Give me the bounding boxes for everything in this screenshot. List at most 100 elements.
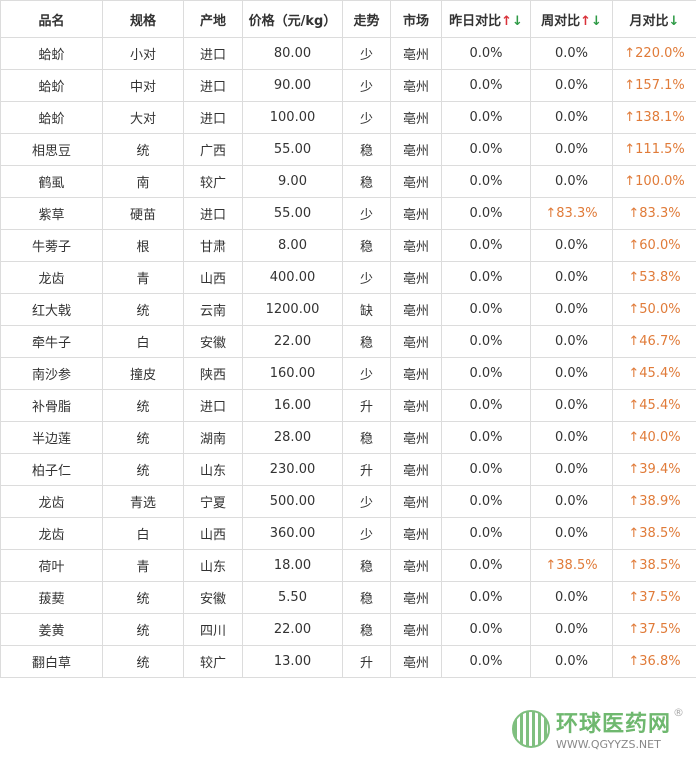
cell-month: ↑100.0% — [612, 165, 696, 198]
table-row: 龙齿白山西 360.00 少亳州 0.0% 0.0% ↑38.5% — [0, 517, 696, 550]
cell-week: 0.0% — [530, 261, 613, 294]
cell-month: ↑138.1% — [612, 101, 696, 134]
cell-month: ↑50.0% — [612, 293, 696, 326]
cell-trend: 稳 — [342, 325, 391, 358]
cell-trend: 少 — [342, 69, 391, 102]
cell-day: 0.0% — [441, 293, 531, 326]
arrow-down-icon: ↓ — [668, 13, 680, 29]
cell-market: 亳州 — [390, 101, 442, 134]
table-row: 紫草 硬苗 进口 55.00 少亳州 0.0% ↑83.3% ↑83.3% — [0, 197, 696, 230]
cell-day: 0.0% — [441, 453, 531, 486]
cell-trend: 少 — [342, 485, 391, 518]
cell-name: 牵牛子 — [0, 325, 103, 358]
cell-month: ↑38.9% — [612, 485, 696, 518]
header-day[interactable]: 昨日对比↑↓ — [441, 0, 531, 38]
cell-day: 0.0% — [441, 549, 531, 582]
cell-spec: 统 — [102, 389, 184, 422]
header-origin: 产地 — [183, 0, 243, 38]
cell-day: 0.0% — [441, 197, 531, 230]
cell-trend: 升 — [342, 453, 391, 486]
cell-price: 100.00 — [242, 101, 343, 134]
cell-day: 0.0% — [441, 101, 531, 134]
table-row: 红大戟统云南 1200.00 缺亳州 0.0% 0.0% ↑50.0% — [0, 293, 696, 326]
cell-month: ↑45.4% — [612, 389, 696, 422]
cell-market: 亳州 — [390, 645, 442, 678]
watermark-cn: 环球医药网 — [555, 712, 671, 737]
cell-week: ↑83.3% — [530, 197, 613, 230]
cell-name: 相思豆 — [0, 133, 103, 166]
cell-trend: 稳 — [342, 581, 391, 614]
header-market: 市场 — [390, 0, 442, 38]
cell-market: 亳州 — [390, 197, 442, 230]
cell-day: 0.0% — [441, 581, 531, 614]
cell-price: 18.00 — [242, 549, 343, 582]
cell-name: 补骨脂 — [0, 389, 103, 422]
table-row: 牛蒡子根甘肃 8.00 稳亳州 0.0% 0.0% ↑60.0% — [0, 229, 696, 262]
cell-price: 13.00 — [242, 645, 343, 678]
cell-month: ↑38.5% — [612, 549, 696, 582]
header-spec: 规格 — [102, 0, 184, 38]
cell-day: 0.0% — [441, 485, 531, 518]
cell-trend: 稳 — [342, 165, 391, 198]
cell-spec: 统 — [102, 293, 184, 326]
cell-price: 22.00 — [242, 325, 343, 358]
cell-week: 0.0% — [530, 389, 613, 422]
cell-price: 28.00 — [242, 421, 343, 454]
cell-trend: 升 — [342, 645, 391, 678]
arrow-down-icon: ↓ — [512, 13, 523, 29]
cell-market: 亳州 — [390, 581, 442, 614]
cell-day: 0.0% — [441, 165, 531, 198]
cell-origin: 四川 — [183, 613, 243, 646]
cell-origin: 较广 — [183, 165, 243, 198]
cell-spec: 青 — [102, 261, 184, 294]
cell-month: ↑83.3% — [612, 197, 696, 230]
cell-week: 0.0% — [530, 101, 613, 134]
cell-origin: 安徽 — [183, 581, 243, 614]
cell-month: ↑37.5% — [612, 613, 696, 646]
cell-spec: 统 — [102, 613, 184, 646]
arrow-up-icon: ↑ — [501, 13, 512, 29]
cell-day: 0.0% — [441, 37, 531, 70]
table-row: 龙齿青山西 400.00 少亳州 0.0% 0.0% ↑53.8% — [0, 261, 696, 294]
cell-week: ↑38.5% — [530, 549, 613, 582]
cell-market: 亳州 — [390, 325, 442, 358]
cell-trend: 稳 — [342, 133, 391, 166]
cell-trend: 少 — [342, 261, 391, 294]
header-name: 品名 — [0, 0, 103, 38]
cell-day: 0.0% — [441, 421, 531, 454]
cell-origin: 进口 — [183, 37, 243, 70]
cell-trend: 缺 — [342, 293, 391, 326]
cell-month: ↑45.4% — [612, 357, 696, 390]
cell-spec: 白 — [102, 325, 184, 358]
cell-trend: 少 — [342, 197, 391, 230]
header-week[interactable]: 周对比↑↓ — [530, 0, 613, 38]
cell-market: 亳州 — [390, 613, 442, 646]
cell-month: ↑36.8% — [612, 645, 696, 678]
cell-origin: 较广 — [183, 645, 243, 678]
cell-trend: 少 — [342, 101, 391, 134]
cell-price: 16.00 — [242, 389, 343, 422]
cell-trend: 稳 — [342, 421, 391, 454]
cell-origin: 云南 — [183, 293, 243, 326]
cell-origin: 湖南 — [183, 421, 243, 454]
cell-spec: 统 — [102, 581, 184, 614]
cell-price: 400.00 — [242, 261, 343, 294]
table-row: 翻白草统较广 13.00 升亳州 0.0% 0.0% ↑36.8% — [0, 645, 696, 678]
cell-month: ↑53.8% — [612, 261, 696, 294]
header-month[interactable]: 月对比↓ — [612, 0, 696, 38]
cell-day: 0.0% — [441, 645, 531, 678]
table-row: 补骨脂统进口 16.00 升亳州 0.0% 0.0% ↑45.4% — [0, 389, 696, 422]
cell-spec: 统 — [102, 453, 184, 486]
cell-spec: 统 — [102, 421, 184, 454]
cell-spec: 中对 — [102, 69, 184, 102]
cell-name: 荷叶 — [0, 549, 103, 582]
cell-name: 半边莲 — [0, 421, 103, 454]
cell-price: 8.00 — [242, 229, 343, 262]
cell-trend: 稳 — [342, 613, 391, 646]
cell-day: 0.0% — [441, 613, 531, 646]
cell-month: ↑220.0% — [612, 37, 696, 70]
cell-week: 0.0% — [530, 517, 613, 550]
cell-market: 亳州 — [390, 261, 442, 294]
cell-spec: 白 — [102, 517, 184, 550]
cell-price: 22.00 — [242, 613, 343, 646]
